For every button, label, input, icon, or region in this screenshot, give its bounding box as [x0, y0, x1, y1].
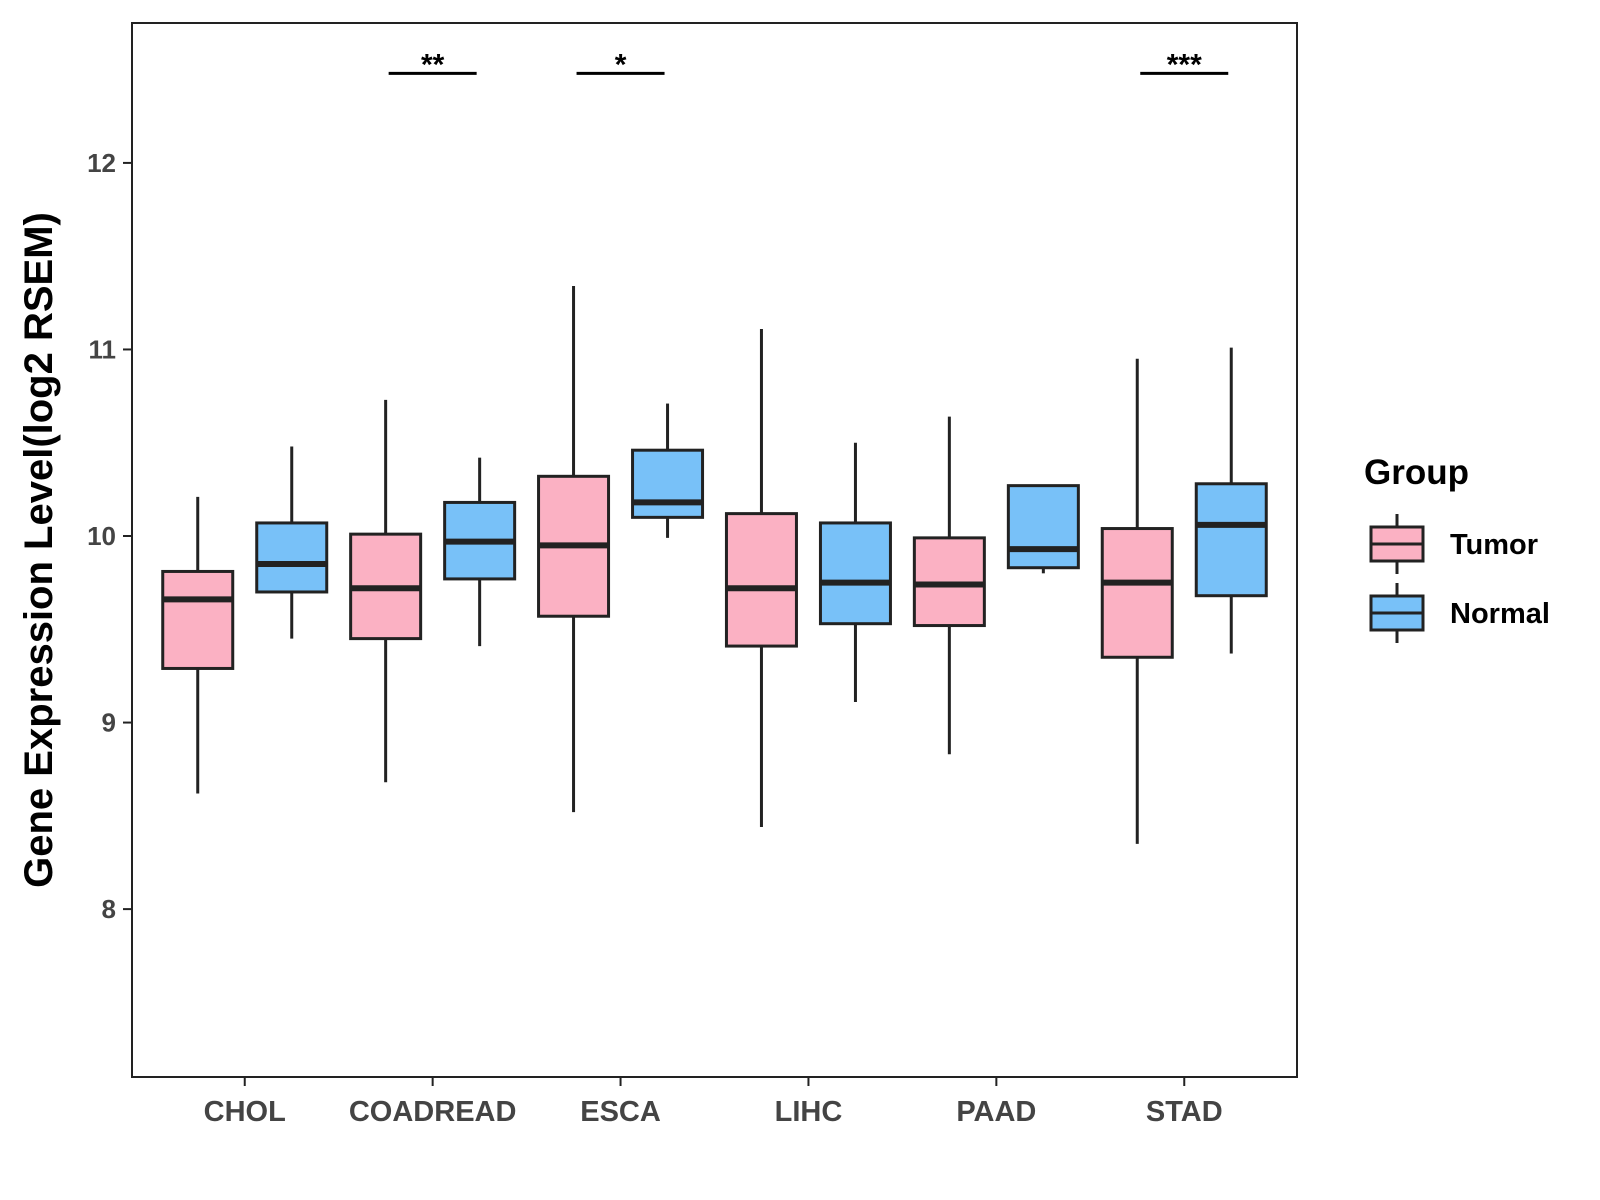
- x-tick-label: ESCA: [580, 1096, 661, 1128]
- box-iqr: [1194, 482, 1268, 598]
- x-axis: CHOL COADREAD ESCA LIHC PAAD STAD: [204, 1077, 1223, 1128]
- box-normal-paad: [1006, 484, 1080, 574]
- box-normal-lihc: [818, 442, 892, 703]
- box-normal-coadread: [443, 457, 517, 647]
- box-normal-esca: [631, 403, 705, 538]
- box-tumor-coadread: [349, 399, 423, 783]
- box-tumor-stad: [1100, 358, 1174, 844]
- legend-item-normal: Normal: [1369, 583, 1550, 643]
- y-tick-label: 12: [87, 148, 116, 178]
- box-iqr: [1006, 484, 1080, 570]
- y-axis: 8 9 10 11 12: [87, 148, 132, 924]
- box-iqr: [631, 448, 705, 519]
- y-tick-label: 11: [89, 334, 117, 364]
- significance-label: *: [615, 48, 627, 81]
- box-iqr: [255, 521, 329, 594]
- legend-title: Group: [1364, 453, 1469, 492]
- x-tick-label: STAD: [1146, 1096, 1223, 1128]
- significance-label: **: [421, 48, 445, 81]
- significance-stad: ***: [1140, 48, 1229, 81]
- legend-label: Tumor: [1450, 529, 1538, 561]
- x-tick-label: PAAD: [956, 1096, 1036, 1128]
- box-tumor-lihc: [724, 328, 798, 828]
- y-axis-label: Gene Expression Level(log2 RSEM): [17, 212, 61, 888]
- legend-item-tumor: Tumor: [1369, 514, 1538, 574]
- box-normal-stad: [1194, 347, 1268, 654]
- significance-label: ***: [1167, 48, 1202, 81]
- x-tick-label: COADREAD: [349, 1096, 517, 1128]
- legend: Group Tumor Normal: [1364, 453, 1550, 643]
- box-tumor-paad: [912, 416, 986, 755]
- y-tick-label: 8: [102, 894, 116, 924]
- significance-annotations: ** * ***: [388, 48, 1229, 81]
- significance-coadread: **: [388, 48, 477, 81]
- box-iqr: [818, 521, 892, 626]
- legend-label: Normal: [1450, 598, 1550, 630]
- box-iqr: [1100, 527, 1174, 659]
- x-tick-label: LIHC: [775, 1096, 843, 1128]
- plot-panel: [131, 22, 1298, 1078]
- y-tick-label: 9: [102, 708, 116, 738]
- box-tumor-chol: [161, 496, 235, 794]
- box-iqr: [724, 512, 798, 648]
- box-iqr: [161, 569, 235, 670]
- y-tick-label: 10: [87, 521, 116, 551]
- boxes: [161, 286, 1268, 844]
- box-tumor-esca: [537, 286, 611, 813]
- box-normal-chol: [255, 446, 329, 639]
- x-tick-label: CHOL: [204, 1096, 286, 1128]
- significance-esca: *: [576, 48, 665, 81]
